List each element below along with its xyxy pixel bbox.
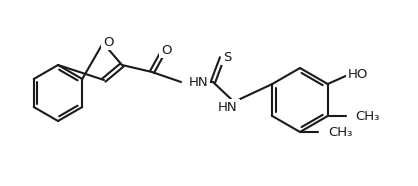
Text: HN: HN [218, 100, 238, 113]
Text: CH₃: CH₃ [328, 126, 352, 139]
Text: HN: HN [189, 76, 209, 89]
Text: CH₃: CH₃ [356, 110, 380, 123]
Text: HO: HO [347, 68, 368, 81]
Text: O: O [103, 36, 113, 49]
Text: O: O [161, 44, 171, 57]
Text: S: S [223, 51, 231, 63]
